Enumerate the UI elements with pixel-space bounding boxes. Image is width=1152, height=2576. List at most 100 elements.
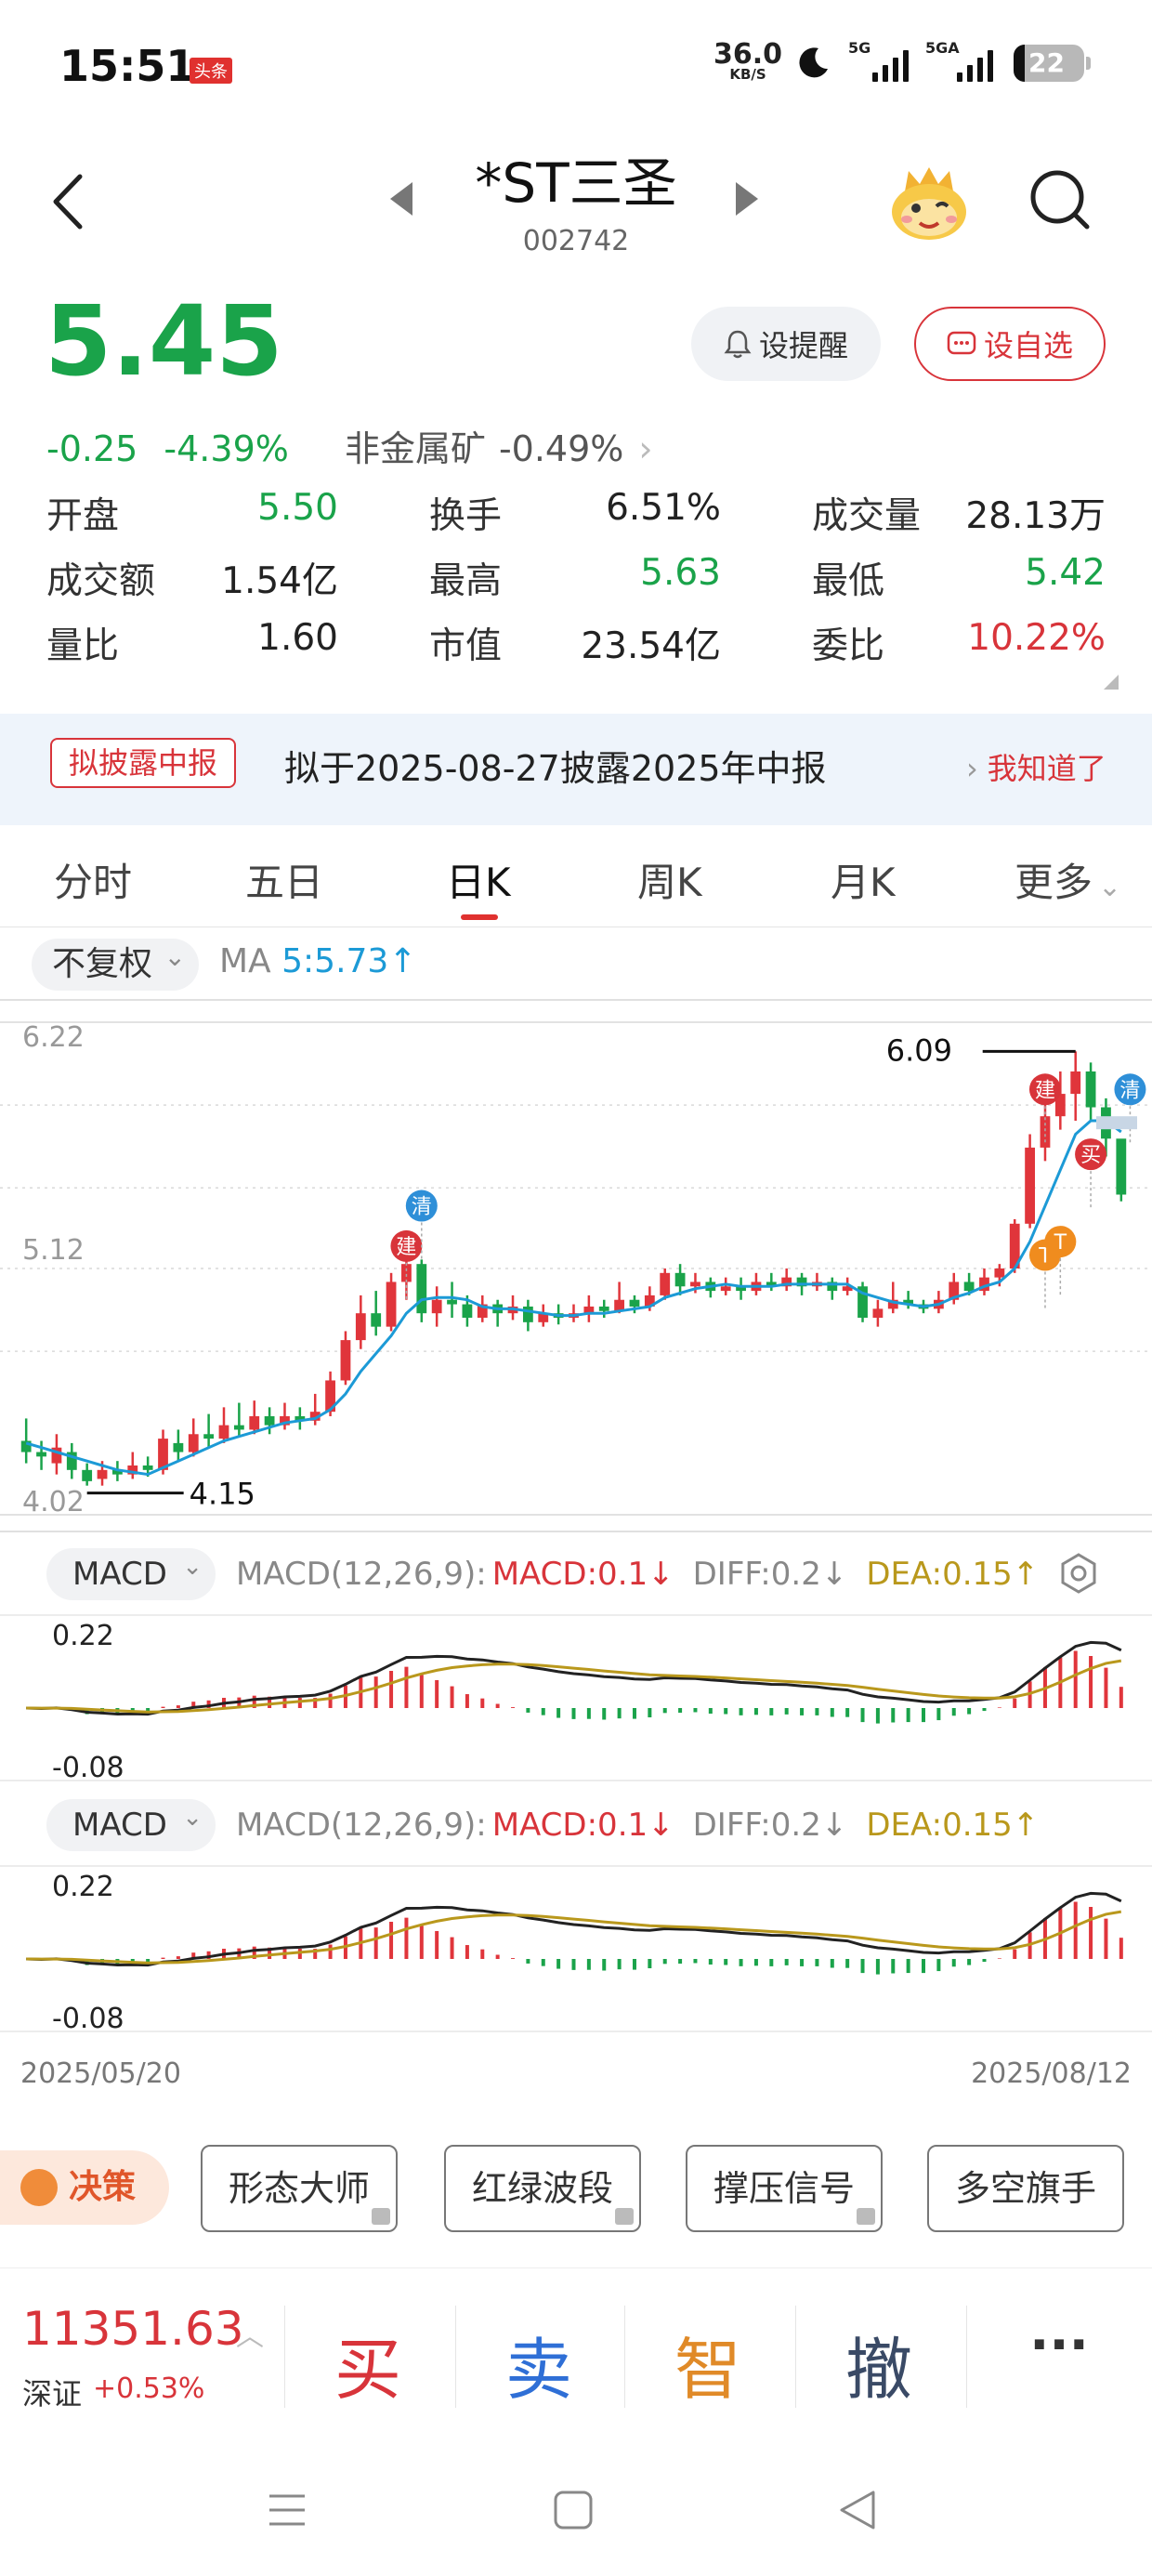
macd-indicator-select-2[interactable]: MACD — [46, 1792, 216, 1851]
candle-body — [644, 1295, 655, 1307]
candle-body — [736, 1286, 746, 1292]
expand-corner-icon[interactable] — [1104, 675, 1119, 690]
candle — [1054, 1071, 1066, 1130]
candle — [203, 1413, 215, 1448]
back-icon[interactable] — [836, 2489, 879, 2531]
long-short-flag-button[interactable]: 多空旗手 — [927, 2145, 1124, 2232]
prev-stock-arrow[interactable] — [390, 182, 412, 216]
candle — [751, 1272, 762, 1295]
high-price-label: 6.09 — [886, 1032, 952, 1068]
menu-icon[interactable] — [266, 2489, 308, 2531]
candle-body — [158, 1439, 168, 1470]
sector-link[interactable]: 非金属矿 -0.49% › — [345, 428, 668, 469]
strategy-row: 决策 形态大师 红绿波段 撑压信号 多空旗手 — [0, 2137, 1152, 2240]
macd-y-tick: -0.08 — [52, 1752, 124, 1784]
pattern-master-label: 形态大师 — [228, 2168, 370, 2209]
add-watchlist-button[interactable]: 设自选 — [914, 307, 1106, 381]
next-stock-arrow[interactable] — [736, 182, 758, 216]
macd-legend-2: MACD(12,26,9): MACD:0.1↓ DIFF:0.2↓ DEA:0.15… — [236, 1807, 1039, 1844]
candle — [36, 1440, 46, 1470]
stat-label: 换手 — [429, 495, 503, 537]
macd-y-tick: 0.22 — [52, 1620, 114, 1652]
lock-icon — [857, 2208, 875, 2225]
tab-daily-k[interactable]: 日K — [446, 860, 511, 905]
sector-change: -0.49% — [498, 428, 624, 469]
candle — [842, 1277, 853, 1295]
marker-label: 建 — [396, 1236, 416, 1259]
candle — [949, 1272, 960, 1305]
price-adjust-select[interactable]: 不复权 — [32, 931, 199, 991]
macd-params-1: MACD(12,26,9): — [236, 1556, 487, 1593]
settings-icon[interactable] — [1057, 1552, 1100, 1595]
set-alert-button[interactable]: 设提醒 — [691, 307, 881, 381]
candle — [82, 1463, 93, 1486]
tab-weekly-k[interactable]: 周K — [637, 860, 702, 905]
stat-label: 最高 — [429, 560, 503, 602]
tab-five-day[interactable]: 五日 — [245, 860, 324, 905]
marker-dot — [1114, 1073, 1146, 1106]
macd-params-2: MACD(12,26,9): — [236, 1807, 487, 1844]
chat-dots-icon — [947, 331, 976, 355]
stat-label: 最低 — [812, 560, 885, 602]
strategy-badge[interactable]: 决策 — [0, 2150, 169, 2225]
candle — [736, 1277, 746, 1300]
divider — [624, 2306, 625, 2408]
status-time: 15:51 — [59, 41, 196, 91]
candle — [173, 1429, 184, 1462]
candle-body — [629, 1299, 640, 1307]
macd-chart-2[interactable]: 0.22 -0.08 — [0, 1849, 1152, 2035]
candle-body — [340, 1340, 351, 1381]
trade-marker: T — [1044, 1226, 1077, 1298]
home-icon[interactable] — [552, 2489, 595, 2531]
candle-body — [295, 1416, 306, 1421]
sector-name: 非金属矿 — [344, 428, 486, 469]
more-button[interactable]: ··· — [1029, 2315, 1089, 2375]
candle-body — [188, 1434, 199, 1452]
candle-body — [1070, 1071, 1081, 1095]
candle-body — [690, 1281, 700, 1287]
pattern-master-button[interactable]: 形态大师 — [201, 2145, 398, 2232]
candle-body — [766, 1281, 777, 1287]
cancel-order-button[interactable]: 撤 — [844, 2331, 912, 2409]
macd-chart-1[interactable]: 0.22 -0.08 — [0, 1598, 1152, 1784]
candle — [614, 1281, 625, 1314]
candle-body — [112, 1469, 123, 1475]
candle-body — [857, 1286, 868, 1318]
candle — [431, 1286, 442, 1327]
buy-button[interactable]: 买 — [334, 2331, 401, 2409]
candle-body — [173, 1442, 184, 1452]
mascot-icon[interactable] — [886, 164, 972, 242]
index-name: 深证 — [22, 2376, 83, 2412]
candle-body — [522, 1306, 533, 1322]
notice-dismiss-button[interactable]: 我知道了 — [966, 745, 1106, 788]
candle-body — [477, 1304, 488, 1318]
search-icon[interactable] — [1028, 167, 1093, 232]
candle-body — [598, 1306, 609, 1311]
support-resistance-button[interactable]: 撑压信号 — [686, 2145, 883, 2232]
candle — [233, 1402, 244, 1437]
marker-dot — [1075, 1138, 1107, 1171]
back-button[interactable] — [46, 169, 93, 234]
tab-intraday[interactable]: 分时 — [54, 860, 133, 905]
trade-marker: 清 — [1114, 1073, 1146, 1146]
network-speed: 36.0 KB/S — [713, 41, 782, 83]
candle — [218, 1407, 229, 1443]
macd-indicator-select-1[interactable]: MACD — [46, 1541, 216, 1600]
red-green-band-button[interactable]: 红绿波段 — [444, 2145, 641, 2232]
sell-button[interactable]: 卖 — [504, 2331, 572, 2409]
tab-more[interactable]: 更多 ⌄ — [1015, 851, 1121, 908]
marker-label: T — [1054, 1231, 1067, 1255]
candle — [674, 1264, 686, 1295]
candle — [355, 1295, 366, 1349]
stat-value: 10.22% — [967, 617, 1106, 659]
divider — [795, 2306, 796, 2408]
notice-text[interactable]: 拟于2025-08-27披露2025年中报 — [284, 748, 827, 789]
tab-monthly-k[interactable]: 月K — [831, 860, 896, 905]
stat-value: 6.51% — [606, 487, 721, 529]
macd-value-1: MACD:0.1↓ — [491, 1556, 674, 1593]
macd-value-2: MACD:0.1↓ — [491, 1807, 674, 1844]
smart-trade-button[interactable]: 智 — [674, 2331, 741, 2409]
candle-body — [1040, 1116, 1051, 1148]
trade-bar: 11351.63 ︿ 深证 +0.53% 买 卖 智 撤 ··· — [0, 2267, 1152, 2444]
